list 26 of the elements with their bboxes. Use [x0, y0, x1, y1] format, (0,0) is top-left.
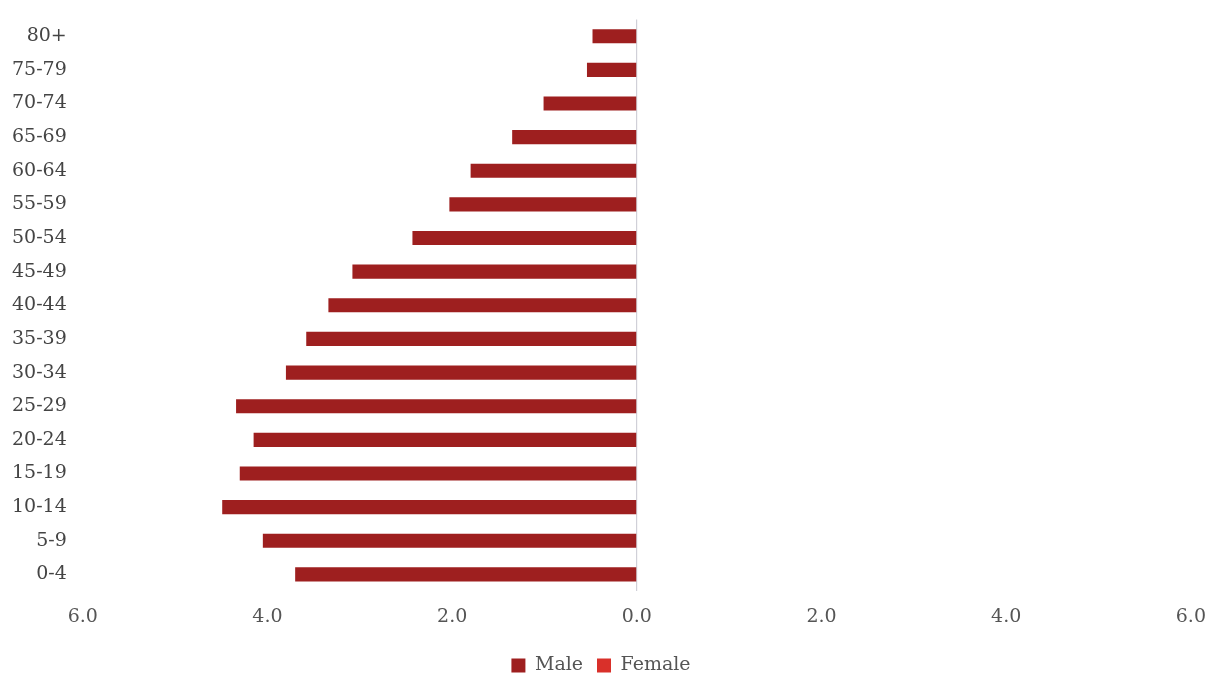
- x-tick-label: 2.0: [437, 603, 468, 626]
- y-tick-label: 55-59: [11, 191, 67, 214]
- x-tick-label: 0.0: [621, 603, 652, 626]
- x-tick-label: 6.0: [1175, 603, 1206, 626]
- y-tick-label: 30-34: [11, 359, 67, 382]
- y-tick-label: 35-39: [11, 325, 67, 348]
- x-tick-label: 6.0: [67, 603, 98, 626]
- x-tick-label: 4.0: [991, 603, 1022, 626]
- y-tick-label: 0-4: [36, 561, 67, 584]
- y-tick-label: 40-44: [11, 292, 67, 315]
- y-tick-label: 15-19: [11, 460, 67, 483]
- legend-label: Male: [534, 652, 584, 675]
- y-tick-label: 5-9: [36, 527, 67, 550]
- legend-label: Female: [620, 652, 691, 675]
- x-tick-label: 2.0: [806, 603, 837, 626]
- y-tick-label: 70-74: [11, 90, 67, 113]
- y-tick-label: 45-49: [11, 258, 67, 281]
- y-tick-label: 25-29: [11, 393, 67, 416]
- y-tick-label: 65-69: [11, 124, 67, 147]
- y-tick-label: 10-14: [11, 494, 67, 517]
- x-tick-label: 4.0: [252, 603, 283, 626]
- y-tick-label: 50-54: [11, 224, 67, 247]
- y-tick-label: 60-64: [11, 157, 67, 180]
- y-tick-label: 80+: [26, 23, 67, 46]
- y-tick-label: 20-24: [11, 426, 67, 449]
- y-tick-label: 75-79: [11, 56, 67, 79]
